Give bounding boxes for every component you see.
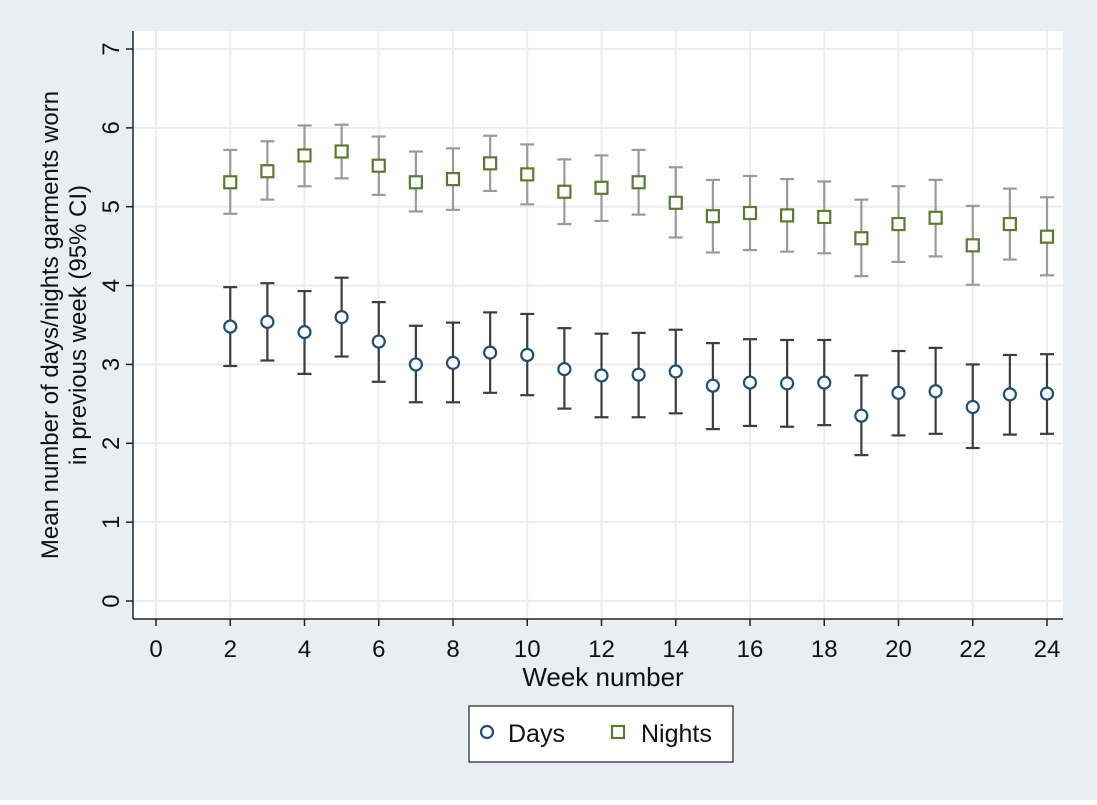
- x-tick-label: 16: [737, 636, 764, 663]
- days-point: [891, 385, 906, 400]
- x-tick-label: 0: [149, 636, 162, 663]
- days-point: [371, 334, 386, 349]
- y-tick-label: 7: [98, 42, 125, 55]
- days-point: [965, 399, 980, 415]
- legend-label-nights: Nights: [641, 720, 712, 748]
- days-point: [928, 384, 943, 399]
- x-tick-label: 8: [446, 636, 459, 663]
- y-axis-title-line-2: in previous week (95% CI): [65, 185, 92, 465]
- nights-point: [928, 210, 943, 225]
- x-tick-label: 12: [588, 636, 615, 663]
- y-tick-label: 4: [98, 279, 125, 292]
- y-axis-title-line-1: Mean number of days/nights garments worn: [37, 91, 64, 559]
- days-point: [520, 347, 535, 363]
- x-tick-label: 6: [372, 636, 385, 663]
- data-markers: [223, 144, 1055, 423]
- days-point: [557, 362, 572, 377]
- nights-point: [371, 158, 386, 173]
- legend-box: [468, 705, 734, 763]
- nights-point: [260, 164, 275, 179]
- days-point: [742, 375, 758, 390]
- nights-point: [223, 175, 238, 190]
- nights-point: [520, 167, 535, 182]
- days-point: [780, 376, 795, 391]
- nights-point: [1039, 229, 1055, 244]
- legend-label-days: Days: [508, 720, 565, 748]
- nights-point: [483, 156, 498, 171]
- y-tick-label: 6: [98, 121, 125, 134]
- x-tick-label: 14: [662, 636, 689, 663]
- days-point: [668, 364, 683, 379]
- nights-point: [557, 184, 572, 199]
- y-tick-label: 2: [98, 437, 125, 450]
- nights-point: [334, 144, 349, 159]
- nights-point: [408, 175, 423, 190]
- nights-point: [631, 175, 646, 190]
- x-tick-label: 4: [298, 636, 311, 663]
- plot-area: [133, 31, 1063, 619]
- nights-point: [965, 238, 980, 253]
- x-tick-label: 2: [224, 636, 237, 663]
- days-point: [817, 375, 832, 390]
- nights-point: [854, 231, 869, 246]
- days-point: [594, 368, 609, 383]
- days-point: [705, 378, 720, 393]
- nights-point: [817, 209, 832, 225]
- days-point: [1039, 386, 1055, 401]
- legend: Days Nights: [468, 705, 734, 763]
- nights-point: [742, 205, 758, 221]
- nights-point: [1002, 216, 1017, 232]
- x-tick-label: 10: [514, 636, 541, 663]
- nights-point: [297, 148, 312, 163]
- nights-point: [891, 216, 906, 232]
- x-axis-title: Week number: [522, 662, 684, 692]
- y-tick-label: 3: [98, 358, 125, 371]
- x-tick-label: 18: [811, 636, 838, 663]
- days-point: [1002, 387, 1017, 402]
- nights-point: [594, 180, 609, 195]
- x-tick-label: 22: [959, 636, 986, 663]
- nights-point: [445, 172, 461, 187]
- days-point: [334, 310, 349, 325]
- y-tick-label: 0: [98, 594, 125, 607]
- days-point: [854, 408, 869, 423]
- days-point: [408, 357, 423, 372]
- y-tick-label: 1: [98, 515, 125, 528]
- y-tick-label: 5: [98, 200, 125, 213]
- days-point: [631, 367, 646, 382]
- days-point: [445, 355, 461, 370]
- legend-marker-nights: [610, 724, 626, 740]
- days-point: [297, 324, 312, 340]
- days-point: [260, 314, 275, 329]
- nights-point: [780, 208, 795, 223]
- legend-marker-days: [479, 724, 495, 740]
- days-point: [223, 319, 238, 334]
- days-point: [483, 345, 498, 360]
- nights-point: [705, 209, 720, 224]
- x-tick-label: 20: [885, 636, 912, 663]
- nights-point: [668, 195, 683, 210]
- x-tick-label: 24: [1034, 636, 1061, 663]
